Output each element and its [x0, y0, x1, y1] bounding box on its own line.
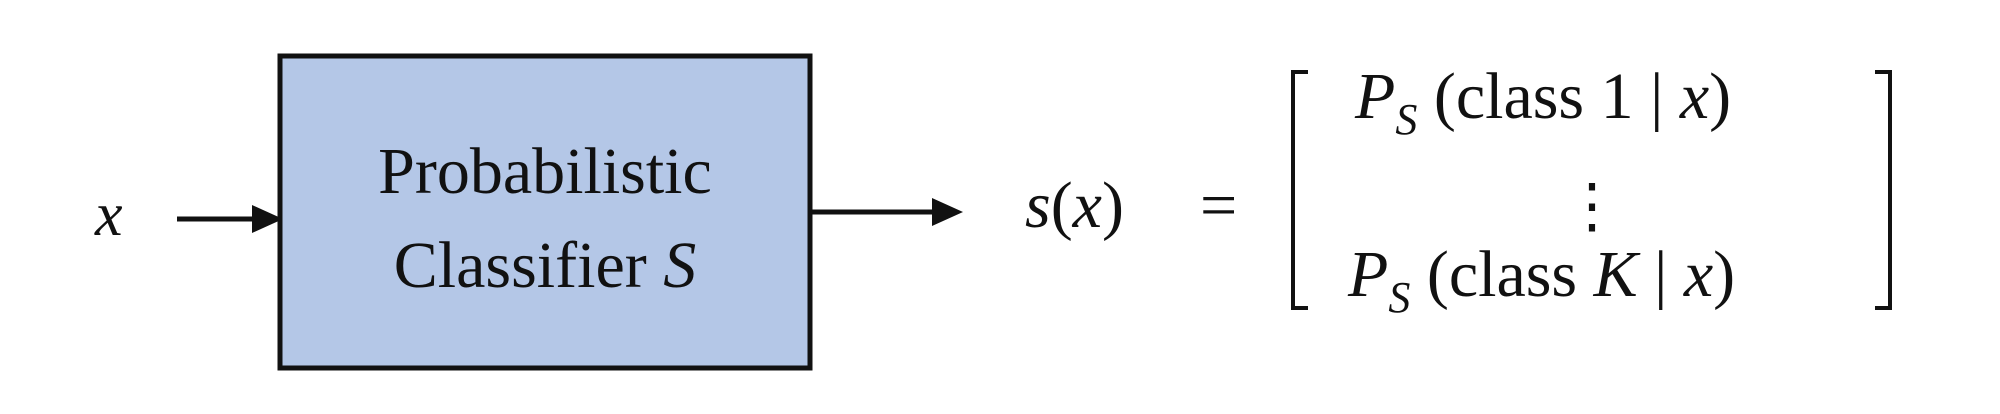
equals-sign: =	[1200, 169, 1237, 242]
left-bracket	[1291, 70, 1308, 310]
row2-sub: S	[1388, 273, 1410, 322]
input-arrowhead	[252, 205, 283, 233]
output-lhs-arg: x	[1072, 169, 1102, 242]
classifier-box	[277, 53, 813, 371]
row2-text: class	[1449, 238, 1577, 311]
row2-bar: |	[1654, 238, 1667, 311]
row1-var: x	[1679, 60, 1709, 133]
vertical-ellipsis: ⋮	[1562, 173, 1622, 239]
row1-sub: S	[1395, 95, 1417, 144]
output-arrowhead	[932, 198, 963, 226]
output-lhs: s(x)	[1025, 169, 1124, 242]
row2-var: x	[1683, 238, 1713, 311]
row1-bar: |	[1650, 60, 1663, 133]
right-bracket	[1875, 70, 1892, 310]
classifier-label-line1: Probabilistic	[378, 135, 712, 208]
classifier-label-var: S	[663, 229, 696, 302]
row2-k: K	[1593, 238, 1641, 311]
vector-row-2: PS (class K | x)	[1347, 238, 1735, 322]
output-lhs-func: s	[1025, 169, 1051, 242]
classifier-label-line2: Classifier S	[394, 229, 696, 302]
vector-row-1: PS (class 1 | x)	[1354, 60, 1731, 144]
row2-p: P	[1347, 238, 1388, 311]
classifier-label-text: Classifier	[394, 229, 647, 302]
row1-text: class 1	[1456, 60, 1634, 133]
input-symbol: x	[94, 181, 123, 249]
row1-p: P	[1354, 60, 1395, 133]
